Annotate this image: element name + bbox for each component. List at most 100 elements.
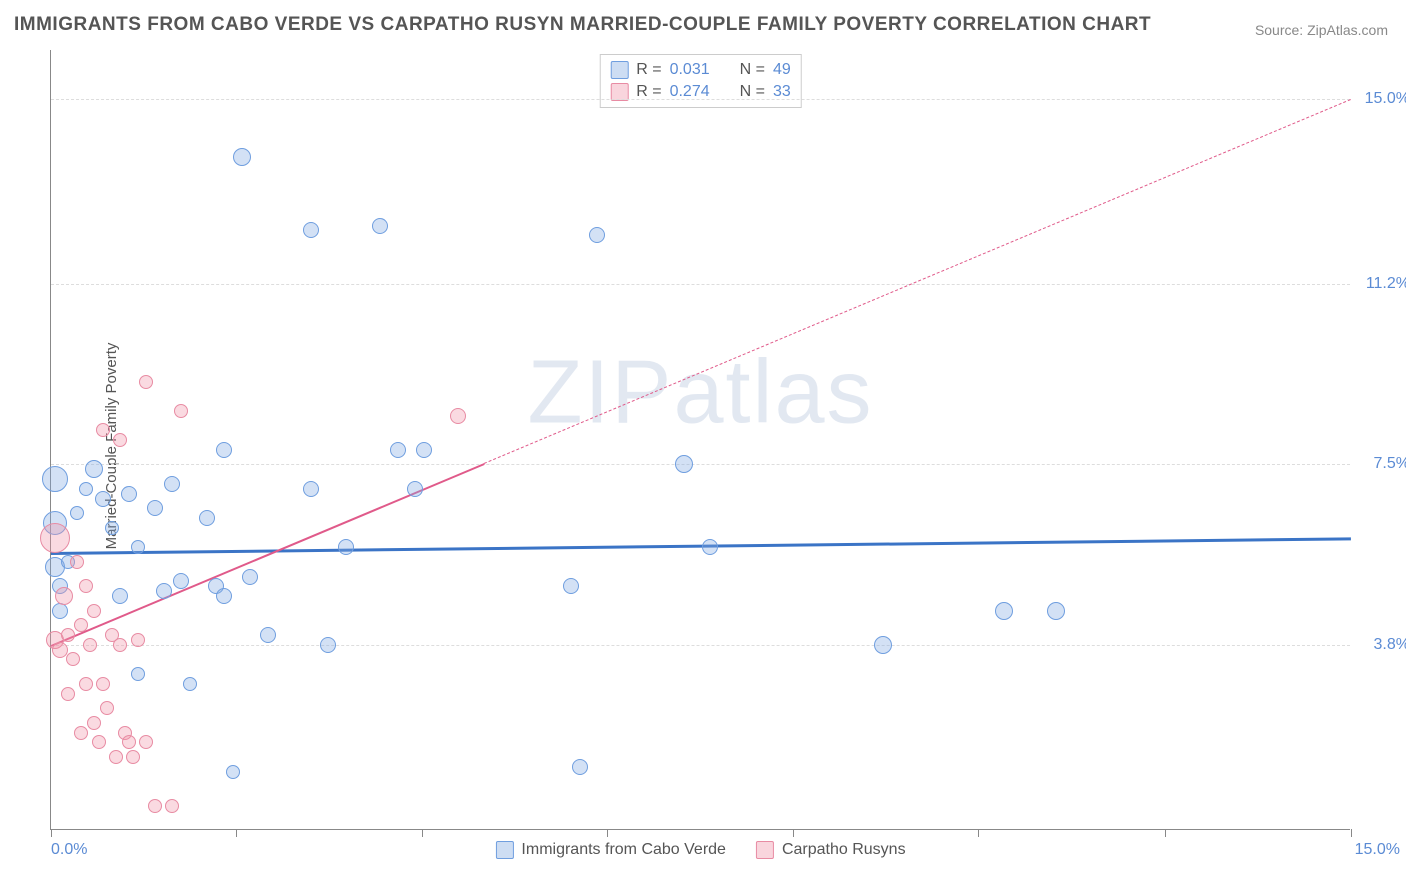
scatter-point	[113, 638, 127, 652]
x-tick	[793, 829, 794, 837]
scatter-point	[52, 603, 68, 619]
scatter-point	[61, 687, 75, 701]
legend-row-blue: R = 0.031 N = 49	[610, 59, 791, 81]
legend-item-blue: Immigrants from Cabo Verde	[495, 841, 726, 859]
scatter-point	[79, 579, 93, 593]
x-axis-max-label: 15.0%	[1355, 841, 1400, 859]
scatter-point	[226, 765, 240, 779]
x-tick	[978, 829, 979, 837]
x-tick	[1165, 829, 1166, 837]
scatter-point	[874, 636, 892, 654]
scatter-point	[702, 539, 718, 555]
page-title: IMMIGRANTS FROM CABO VERDE VS CARPATHO R…	[14, 14, 1151, 36]
source-label: Source: ZipAtlas.com	[1255, 22, 1388, 38]
scatter-point	[1047, 602, 1065, 620]
scatter-point	[156, 583, 172, 599]
watermark-part-b: atlas	[673, 342, 873, 442]
scatter-point	[61, 628, 75, 642]
scatter-point	[100, 701, 114, 715]
scatter-point	[70, 506, 84, 520]
scatter-point	[105, 521, 119, 535]
scatter-point	[87, 716, 101, 730]
scatter-point	[450, 408, 466, 424]
scatter-point	[372, 218, 388, 234]
scatter-point	[390, 442, 406, 458]
scatter-point	[74, 726, 88, 740]
scatter-point	[173, 573, 189, 589]
scatter-point	[303, 481, 319, 497]
y-tick-label: 7.5%	[1374, 455, 1406, 473]
scatter-point	[416, 442, 432, 458]
scatter-point	[83, 638, 97, 652]
watermark: ZIPatlas	[527, 341, 873, 444]
scatter-point	[589, 227, 605, 243]
legend-correlation: R = 0.031 N = 49 R = 0.274 N = 33	[599, 54, 802, 108]
plot-area: ZIPatlas R = 0.031 N = 49 R = 0.274 N = …	[50, 50, 1350, 830]
x-tick	[422, 829, 423, 837]
x-tick	[1351, 829, 1352, 837]
scatter-point	[92, 735, 106, 749]
scatter-point	[109, 750, 123, 764]
swatch-pink-icon	[756, 841, 774, 859]
scatter-point	[112, 588, 128, 604]
scatter-point	[113, 433, 127, 447]
scatter-point	[216, 442, 232, 458]
gridline-horizontal	[51, 645, 1350, 646]
scatter-point	[242, 569, 258, 585]
scatter-point	[131, 540, 145, 554]
scatter-point	[55, 587, 73, 605]
y-tick-label: 15.0%	[1365, 90, 1406, 108]
legend-series: Immigrants from Cabo Verde Carpatho Rusy…	[495, 841, 905, 859]
scatter-point	[79, 482, 93, 496]
legend-label-pink: Carpatho Rusyns	[782, 841, 906, 859]
x-tick	[607, 829, 608, 837]
legend-n-value-blue: 49	[773, 61, 791, 79]
swatch-blue-icon	[495, 841, 513, 859]
scatter-point	[139, 735, 153, 749]
x-tick	[51, 829, 52, 837]
scatter-point	[122, 735, 136, 749]
scatter-point	[199, 510, 215, 526]
scatter-point	[96, 423, 110, 437]
scatter-point	[79, 677, 93, 691]
scatter-point	[70, 555, 84, 569]
scatter-point	[407, 481, 423, 497]
legend-item-pink: Carpatho Rusyns	[756, 841, 906, 859]
scatter-point	[147, 500, 163, 516]
gridline-horizontal	[51, 99, 1350, 100]
scatter-point	[563, 578, 579, 594]
scatter-point	[131, 633, 145, 647]
scatter-point	[87, 604, 101, 618]
x-tick	[236, 829, 237, 837]
trend-line	[484, 99, 1351, 464]
scatter-point	[995, 602, 1013, 620]
scatter-point	[233, 148, 251, 166]
scatter-point	[338, 539, 354, 555]
scatter-point	[85, 460, 103, 478]
scatter-point	[139, 375, 153, 389]
legend-n-label: N =	[740, 61, 765, 79]
scatter-point	[148, 799, 162, 813]
scatter-point	[74, 618, 88, 632]
scatter-point	[164, 476, 180, 492]
scatter-point	[121, 486, 137, 502]
scatter-point	[216, 588, 232, 604]
scatter-point	[95, 491, 111, 507]
scatter-point	[66, 652, 80, 666]
legend-label-blue: Immigrants from Cabo Verde	[521, 841, 726, 859]
scatter-point	[42, 466, 68, 492]
scatter-point	[126, 750, 140, 764]
y-tick-label: 3.8%	[1374, 636, 1406, 654]
scatter-point	[174, 404, 188, 418]
legend-r-value-blue: 0.031	[670, 61, 710, 79]
scatter-point	[320, 637, 336, 653]
scatter-point	[260, 627, 276, 643]
scatter-point	[131, 667, 145, 681]
x-axis-min-label: 0.0%	[51, 841, 87, 859]
scatter-point	[183, 677, 197, 691]
legend-r-label: R =	[636, 61, 661, 79]
scatter-point	[675, 455, 693, 473]
gridline-horizontal	[51, 464, 1350, 465]
swatch-blue-icon	[610, 61, 628, 79]
y-tick-label: 11.2%	[1366, 275, 1406, 293]
